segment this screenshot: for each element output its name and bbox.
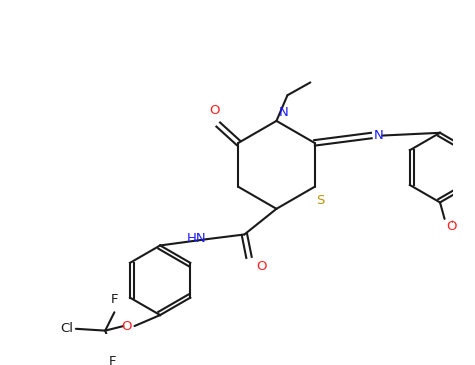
Text: Cl: Cl [60, 322, 73, 335]
Text: O: O [121, 320, 132, 334]
Text: O: O [209, 104, 220, 117]
Text: HN: HN [186, 232, 206, 245]
Text: N: N [374, 129, 384, 142]
Text: O: O [256, 260, 267, 273]
Text: N: N [278, 106, 288, 119]
Text: O: O [446, 220, 457, 233]
Text: F: F [109, 356, 116, 365]
Text: F: F [111, 293, 118, 306]
Text: S: S [316, 194, 325, 207]
